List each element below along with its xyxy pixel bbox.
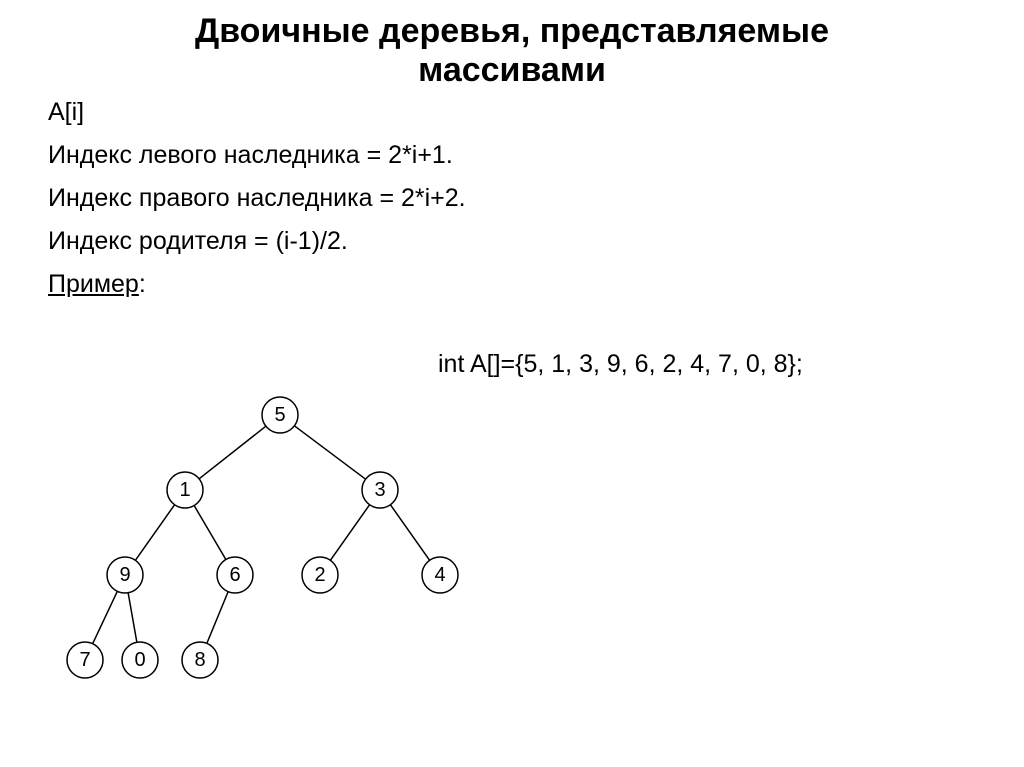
body-text: A[i] Индекс левого наследника = 2*i+1. И… bbox=[0, 90, 1024, 299]
tree-edge bbox=[199, 426, 266, 479]
text-line-4: Индекс родителя = (i-1)/2. bbox=[48, 227, 1024, 256]
tree-edge bbox=[194, 506, 226, 560]
tree-node: 9 bbox=[107, 557, 143, 593]
text-line-5: Пример: bbox=[48, 270, 1024, 299]
tree-edge bbox=[135, 505, 174, 561]
slide-title: Двоичные деревья, представляемые массива… bbox=[0, 0, 1024, 90]
text-line-2: Индекс левого наследника = 2*i+1. bbox=[48, 141, 1024, 170]
tree-svg: 5 1 3 9 6 2 4 7 0 8 bbox=[50, 390, 480, 720]
title-line-1: Двоичные деревья, представляемые bbox=[0, 12, 1024, 51]
slide: Двоичные деревья, представляемые массива… bbox=[0, 0, 1024, 767]
example-label: Пример bbox=[48, 270, 139, 298]
tree-edge bbox=[294, 426, 365, 479]
tree-node-label: 9 bbox=[119, 564, 130, 586]
tree-node-label: 4 bbox=[434, 564, 445, 586]
tree-node: 5 bbox=[262, 397, 298, 433]
tree-node-label: 3 bbox=[374, 479, 385, 501]
tree-node: 3 bbox=[362, 472, 398, 508]
tree-edge bbox=[93, 591, 118, 643]
tree-node-label: 0 bbox=[134, 649, 145, 671]
tree-edge bbox=[207, 592, 228, 644]
tree-node-label: 8 bbox=[194, 649, 205, 671]
tree-node: 1 bbox=[167, 472, 203, 508]
tree-node: 8 bbox=[182, 642, 218, 678]
tree-node-label: 6 bbox=[229, 564, 240, 586]
tree-node: 4 bbox=[422, 557, 458, 593]
tree-diagram: 5 1 3 9 6 2 4 7 0 8 bbox=[50, 390, 480, 720]
tree-node-label: 7 bbox=[79, 649, 90, 671]
tree-node-label: 2 bbox=[314, 564, 325, 586]
tree-node: 7 bbox=[67, 642, 103, 678]
text-line-3: Индекс правого наследника = 2*i+2. bbox=[48, 184, 1024, 213]
tree-node-label: 1 bbox=[179, 479, 190, 501]
array-declaration: int A[]={5, 1, 3, 9, 6, 2, 4, 7, 0, 8}; bbox=[438, 350, 803, 379]
tree-edge bbox=[128, 593, 137, 643]
tree-node: 2 bbox=[302, 557, 338, 593]
tree-node: 6 bbox=[217, 557, 253, 593]
tree-edge bbox=[390, 505, 429, 561]
title-line-2: массивами bbox=[0, 51, 1024, 90]
tree-edge bbox=[330, 505, 369, 561]
tree-node: 0 bbox=[122, 642, 158, 678]
text-line-1: A[i] bbox=[48, 98, 1024, 127]
tree-node-label: 5 bbox=[274, 404, 285, 426]
